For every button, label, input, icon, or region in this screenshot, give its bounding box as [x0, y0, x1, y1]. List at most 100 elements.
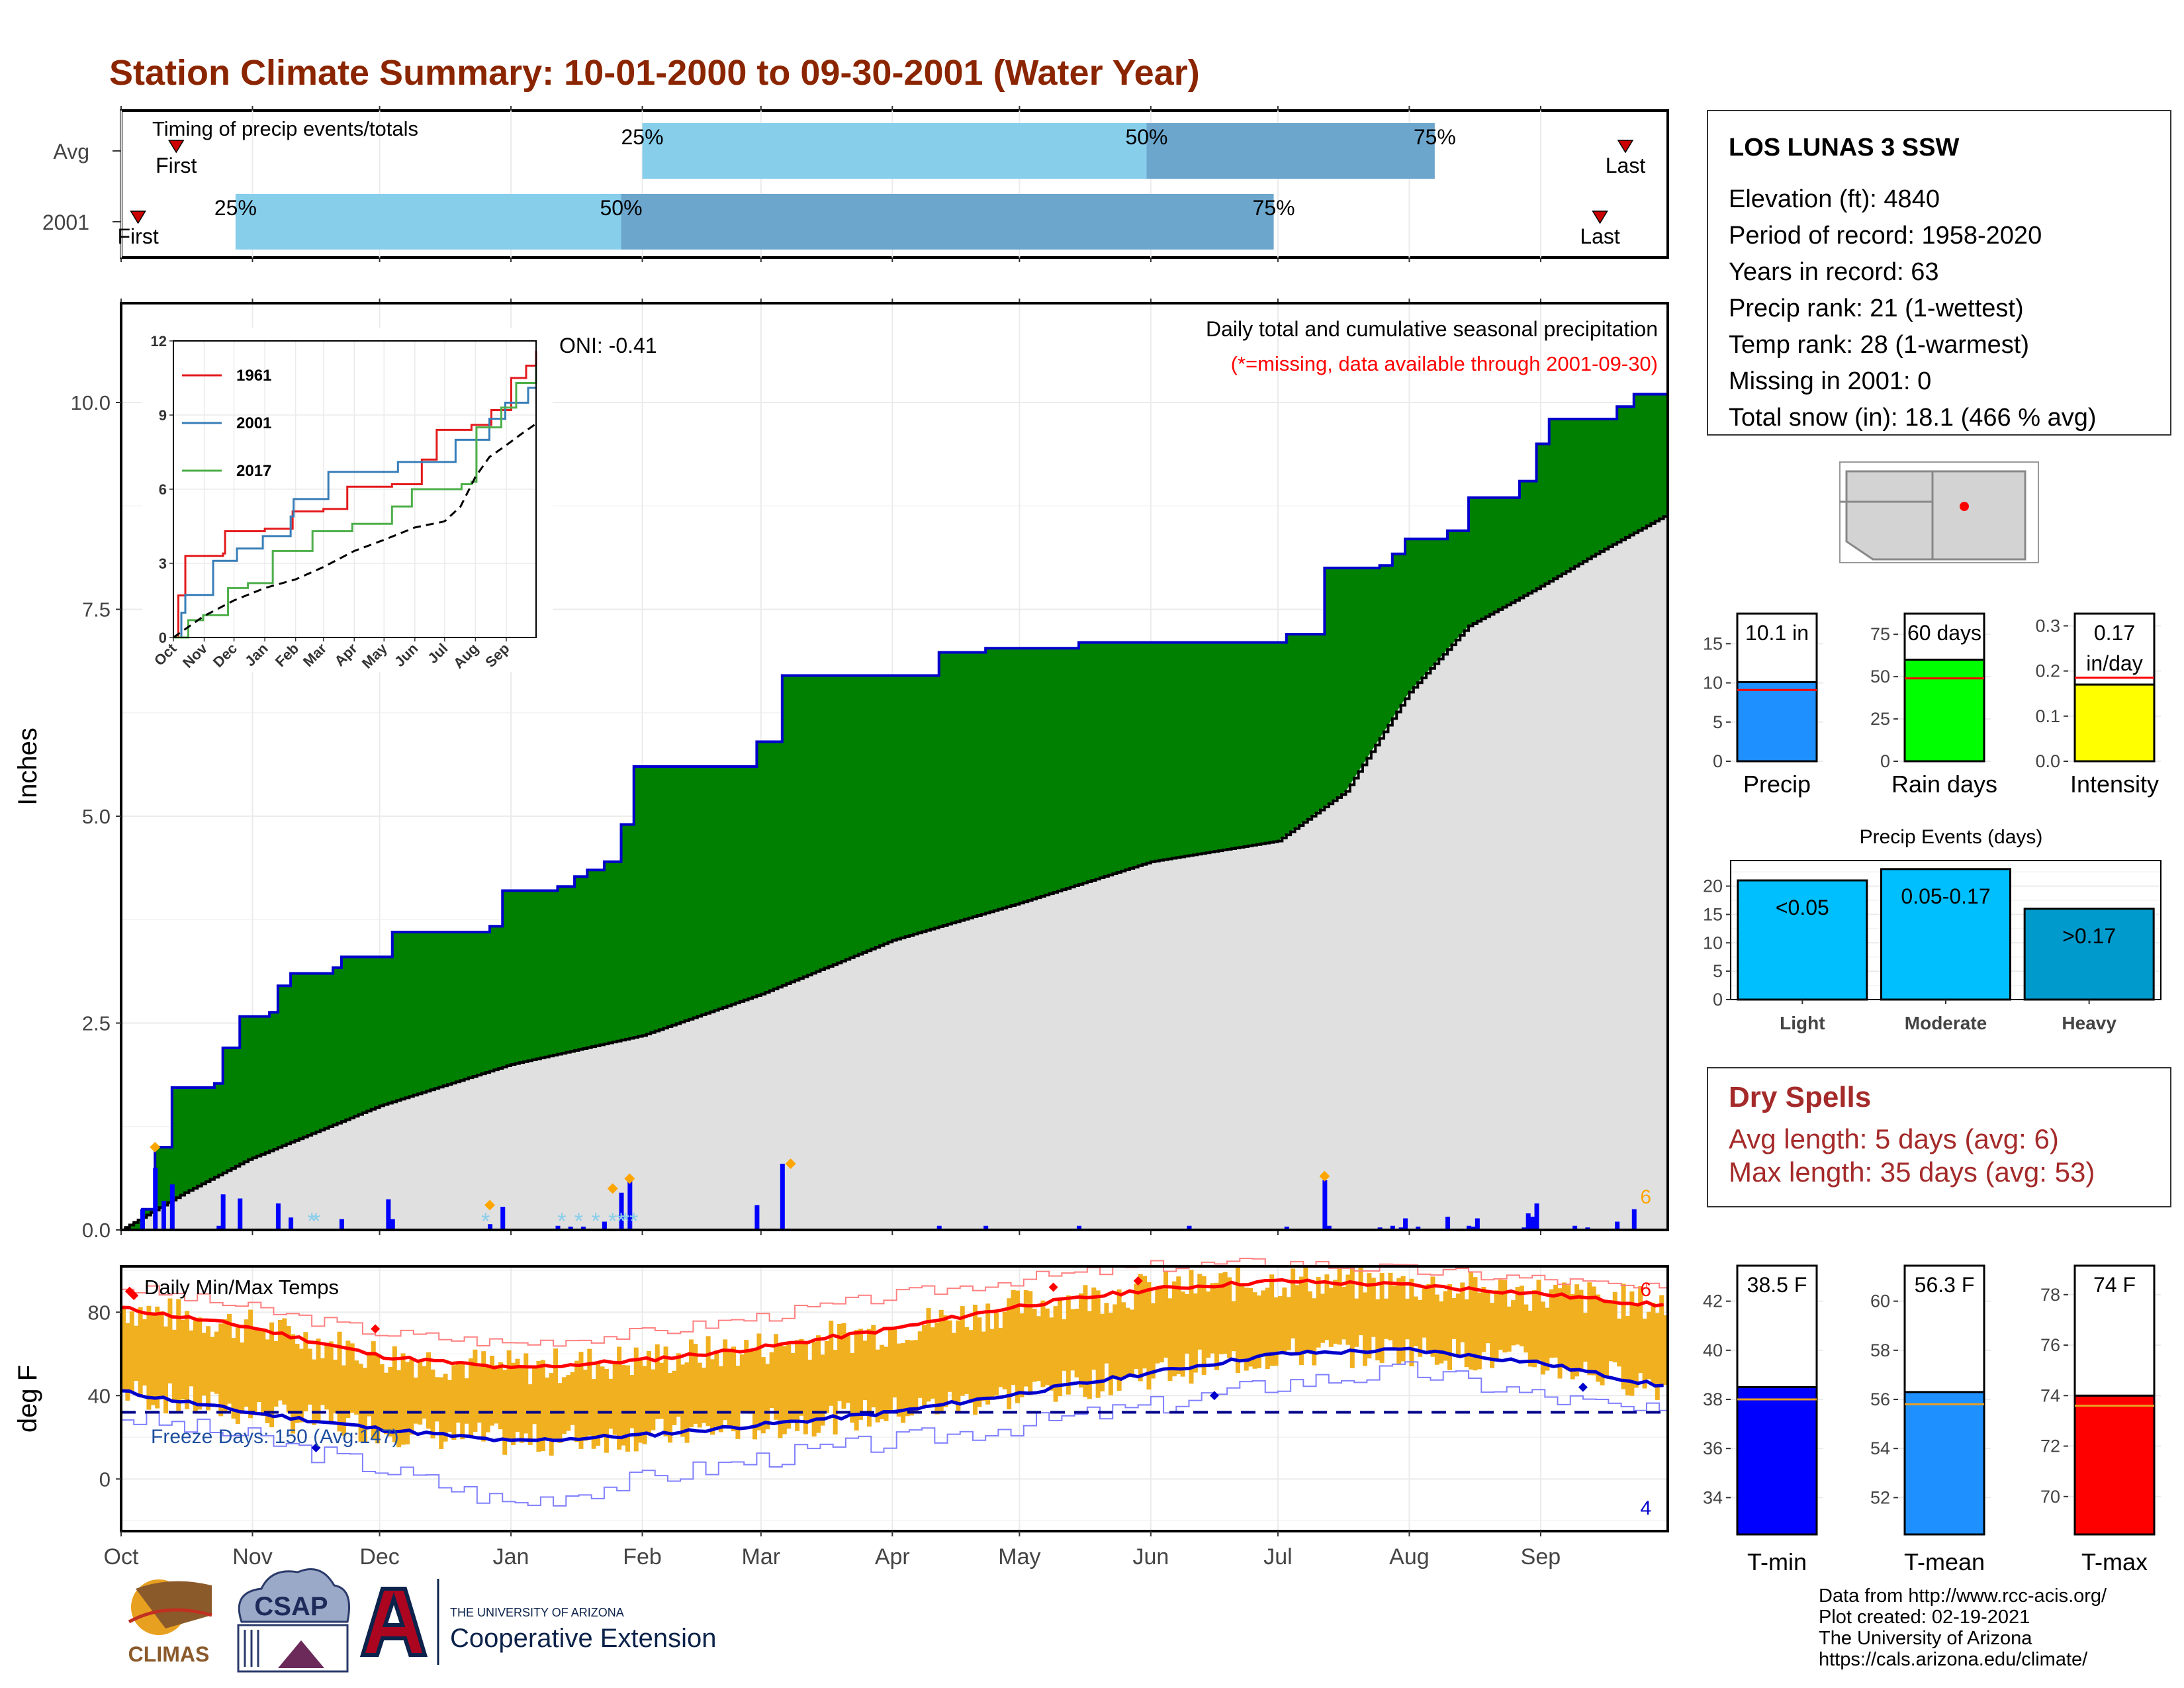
daily-temp-bar	[354, 1360, 359, 1415]
daily-temp-bar	[1578, 1289, 1584, 1370]
daily-temp-bar	[744, 1340, 749, 1413]
daily-precip-bars: ** * * * * * ** *	[140, 1164, 1637, 1234]
daily-temp-bar	[523, 1353, 529, 1434]
daily-temp-bar	[1121, 1302, 1126, 1379]
freeze-days-label: Freeze Days: 150 (Avg:147)	[151, 1426, 399, 1448]
station-info-line: Temp rank: 28 (1-warmest)	[1729, 331, 2029, 359]
daily-temp-bar	[316, 1338, 321, 1423]
csap-wordmark: CSAP	[254, 1592, 328, 1621]
daily-temp-bar	[222, 1319, 228, 1412]
daily-temp-bar	[1358, 1265, 1363, 1336]
mini-value-bar	[1903, 1391, 1985, 1536]
first-event-label: First	[156, 154, 197, 177]
daily-temp-bar	[307, 1348, 312, 1405]
events-category-label: Moderate	[1905, 1013, 1987, 1033]
daily-temp-bar	[485, 1366, 490, 1432]
missing-data-star: *	[629, 1209, 638, 1234]
precip-y-axis: 0.0 2.5 5.0 7.5 10.0	[71, 391, 121, 1242]
mini-value-text: 56.3 F	[1915, 1273, 1975, 1297]
daily-temp-bar	[1434, 1294, 1439, 1365]
month-label: Sep	[1521, 1544, 1561, 1570]
daily-temp-bar	[1439, 1301, 1444, 1364]
daily-temp-bar	[540, 1360, 545, 1452]
daily-temp-bar	[1396, 1278, 1402, 1364]
daily-temp-bar	[684, 1362, 690, 1443]
daily-temp-bar	[1277, 1296, 1283, 1351]
daily-temp-bar	[714, 1350, 719, 1427]
daily-temp-bar	[1214, 1282, 1219, 1370]
avg-tmax-line	[120, 1278, 1664, 1370]
daily-temp-bar	[159, 1311, 164, 1399]
daily-precip-bar	[1390, 1225, 1395, 1230]
footer-info-line: The University of Arizona	[1819, 1628, 2032, 1649]
daily-temp-bar	[1388, 1272, 1393, 1340]
daily-temp-bar	[443, 1374, 448, 1442]
daily-temp-bar	[905, 1340, 910, 1417]
mini-ytick-label: 0.2	[2035, 661, 2060, 681]
daily-temp-bar	[574, 1360, 580, 1442]
daily-precip-bar	[289, 1217, 294, 1230]
inset-ytick-label: 0	[159, 630, 167, 646]
daily-precip-bar	[936, 1225, 942, 1230]
daily-temp-bar	[600, 1366, 605, 1437]
daily-temp-bar	[1222, 1272, 1228, 1354]
station-info-line: Elevation (ft): 4840	[1729, 185, 1940, 213]
footer-info-line: https://cals.arizona.edu/climate/	[1819, 1649, 2088, 1670]
daily-temp-bar	[680, 1364, 686, 1437]
daily-temp-bar	[1193, 1293, 1198, 1373]
daily-temp-bar	[295, 1343, 300, 1423]
daily-precip-bar	[386, 1199, 391, 1230]
daily-temp-bar	[379, 1364, 385, 1430]
daily-temp-bar	[1291, 1268, 1296, 1338]
daily-temp-bar	[1218, 1273, 1224, 1354]
events-ytick-label: 0	[1713, 990, 1723, 1009]
missing-data-star: *	[481, 1209, 490, 1234]
daily-temp-bar	[892, 1327, 897, 1398]
temp-record-markers	[124, 1276, 1588, 1453]
heavy-precip-marker	[484, 1199, 496, 1211]
events-bar	[1737, 879, 1868, 1001]
daily-temp-bar	[312, 1359, 317, 1425]
daily-temp-bar	[193, 1321, 198, 1413]
timing-bar-25-50	[642, 123, 1147, 179]
daily-temp-bar	[214, 1331, 219, 1394]
cumulative-precip-line	[121, 393, 1668, 1231]
daily-temp-bar	[286, 1326, 291, 1413]
daily-temp-bar	[591, 1379, 596, 1449]
daily-temp-bar	[1062, 1319, 1067, 1371]
daily-temp-bar	[180, 1319, 185, 1400]
daily-temp-bar	[1612, 1291, 1617, 1363]
record-high-marker	[129, 1291, 139, 1301]
mini-ytick-label: 76	[2040, 1335, 2060, 1355]
daily-temp-bar	[1210, 1283, 1215, 1354]
daily-temp-bar	[858, 1329, 864, 1420]
daily-temp-bar	[515, 1358, 520, 1432]
mini-ytick-label: 0.1	[2035, 706, 2060, 726]
mini-value-bar	[2073, 683, 2156, 763]
climas-wordmark: CLIMAS	[128, 1642, 210, 1666]
daily-temp-bar	[1171, 1281, 1177, 1377]
daily-temp-bar	[125, 1323, 130, 1401]
record-high-marker	[371, 1324, 381, 1334]
daily-precip-bar	[1416, 1227, 1421, 1230]
daily-temp-bar	[252, 1330, 257, 1413]
inset-legend-label: 2017	[236, 462, 271, 480]
record-min-line	[121, 1361, 1668, 1507]
daily-temp-bar	[1100, 1313, 1105, 1391]
mini-ytick-label: 38	[1703, 1389, 1723, 1409]
daily-temp-bar	[240, 1342, 245, 1414]
daily-temp-bar	[1134, 1284, 1139, 1369]
cumulative-precip-area	[121, 394, 1668, 1230]
daily-temp-bar	[1091, 1288, 1097, 1370]
daily-temp-bar	[506, 1350, 512, 1440]
daily-temp-bar	[451, 1365, 457, 1440]
daily-temp-bar	[705, 1336, 711, 1427]
daily-temp-bar	[1536, 1280, 1541, 1360]
dry-spells-box: Dry Spells Avg length: 5 days (avg: 6) M…	[1707, 1067, 2171, 1207]
daily-temp-bar	[1600, 1301, 1605, 1385]
daily-temp-bar	[930, 1327, 935, 1399]
daily-temp-bar	[981, 1331, 986, 1401]
daily-temp-bar	[778, 1343, 783, 1438]
daily-temp-bar	[1469, 1271, 1474, 1370]
daily-temp-bar	[1443, 1291, 1448, 1361]
